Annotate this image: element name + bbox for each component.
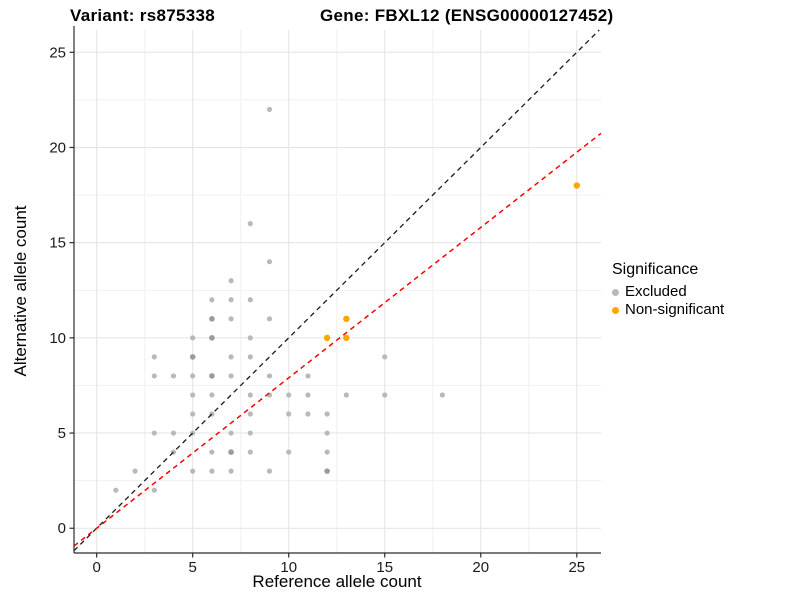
data-point-excluded bbox=[170, 373, 177, 379]
nonsignificant-dot-icon bbox=[612, 306, 619, 314]
data-point-excluded bbox=[247, 449, 253, 455]
data-point-excluded bbox=[382, 392, 388, 398]
data-point-excluded bbox=[247, 430, 253, 436]
x-tick-label: 15 bbox=[376, 559, 393, 576]
gridlines-minor bbox=[74, 30, 601, 553]
data-point-excluded bbox=[247, 297, 253, 303]
data-point-excluded bbox=[266, 316, 273, 322]
y-axis-title: Alternative allele count bbox=[11, 205, 30, 377]
legend-label-excluded: Excluded bbox=[625, 283, 687, 300]
data-point-excluded bbox=[228, 468, 234, 474]
data-point-excluded bbox=[305, 392, 311, 398]
legend-label-nonsignificant: Non-significant bbox=[625, 301, 725, 318]
data-point-excluded bbox=[343, 392, 349, 398]
data-point-excluded bbox=[190, 411, 196, 417]
data-point-non-significant bbox=[343, 315, 350, 323]
x-axis-title: Reference allele count bbox=[252, 572, 422, 591]
gridlines-major bbox=[74, 30, 601, 553]
data-point-excluded bbox=[266, 468, 273, 474]
data-point-excluded-overlapping bbox=[209, 335, 215, 341]
data-point-excluded bbox=[439, 392, 445, 398]
data-point-excluded bbox=[266, 373, 273, 379]
y-tick-label: 0 bbox=[58, 520, 66, 537]
data-point-excluded bbox=[247, 354, 253, 360]
data-point-excluded bbox=[382, 354, 388, 360]
data-point-excluded bbox=[209, 297, 215, 303]
data-point-excluded bbox=[266, 106, 273, 112]
y-tick-label: 5 bbox=[58, 425, 66, 442]
data-point-excluded bbox=[228, 430, 234, 436]
gene-title: Gene: FBXL12 (ENSG00000127452) bbox=[320, 6, 614, 25]
data-point-excluded bbox=[209, 449, 215, 455]
data-point-excluded bbox=[247, 221, 253, 227]
data-point-excluded bbox=[305, 411, 311, 417]
data-point-excluded bbox=[286, 392, 292, 398]
y-tick-label: 10 bbox=[49, 330, 66, 347]
data-point-excluded bbox=[209, 468, 215, 474]
legend-item-nonsignificant: Non-significant bbox=[612, 302, 724, 318]
legend-item-excluded: Excluded bbox=[612, 284, 724, 300]
data-point-excluded bbox=[286, 411, 292, 417]
data-point-excluded bbox=[151, 373, 157, 379]
y-tick-label: 20 bbox=[49, 139, 66, 156]
data-point-excluded-overlapping bbox=[228, 449, 234, 455]
data-point-excluded bbox=[190, 373, 196, 379]
data-point-excluded-overlapping bbox=[209, 316, 215, 322]
data-point-excluded-overlapping bbox=[209, 373, 215, 379]
data-point-excluded bbox=[190, 335, 196, 341]
data-point-excluded bbox=[305, 373, 311, 379]
data-point-excluded bbox=[324, 449, 330, 455]
data-point-excluded bbox=[170, 430, 177, 436]
data-point-excluded bbox=[324, 430, 330, 436]
data-point-excluded bbox=[286, 449, 292, 455]
data-point-excluded bbox=[190, 468, 196, 474]
axis-lines bbox=[73, 26, 601, 554]
y-tick-label: 25 bbox=[49, 44, 66, 61]
data-point-excluded bbox=[266, 259, 273, 265]
data-point-excluded bbox=[247, 392, 253, 398]
x-tick-label: 10 bbox=[280, 559, 297, 576]
data-point-excluded bbox=[228, 297, 234, 303]
y-tick-label: 15 bbox=[49, 235, 66, 252]
data-point-non-significant bbox=[323, 334, 331, 342]
data-points bbox=[113, 106, 581, 493]
tick-labels: 0 5 10 15 20 25 0 5 10 15 20 25 bbox=[49, 44, 585, 576]
identity-line bbox=[73, 29, 600, 552]
data-point-excluded-overlapping bbox=[189, 354, 196, 360]
data-point-excluded bbox=[209, 392, 215, 398]
fit-line bbox=[73, 132, 602, 547]
data-point-non-significant bbox=[343, 334, 350, 342]
data-point-excluded bbox=[228, 278, 234, 284]
data-point-excluded bbox=[151, 487, 157, 493]
variant-title: Variant: rs875338 bbox=[70, 6, 215, 25]
x-tick-label: 0 bbox=[92, 559, 100, 576]
data-point-excluded bbox=[324, 411, 330, 417]
data-point-excluded bbox=[228, 354, 234, 360]
data-point-non-significant bbox=[573, 182, 581, 189]
data-point-excluded bbox=[247, 411, 253, 417]
x-tick-label: 5 bbox=[189, 559, 197, 576]
axis-ticks bbox=[69, 51, 578, 558]
x-tick-label: 20 bbox=[472, 559, 489, 576]
data-point-excluded bbox=[247, 335, 253, 341]
data-point-excluded bbox=[151, 430, 157, 436]
data-point-excluded-overlapping bbox=[324, 468, 330, 474]
excluded-dot-icon bbox=[612, 288, 619, 296]
legend: Significance Excluded Non-significant bbox=[612, 261, 724, 320]
x-tick-label: 25 bbox=[568, 559, 585, 576]
data-point-excluded bbox=[132, 468, 138, 474]
data-point-excluded bbox=[151, 354, 157, 360]
legend-title: Significance bbox=[612, 261, 699, 278]
data-point-excluded bbox=[113, 487, 119, 493]
data-point-excluded bbox=[190, 392, 196, 398]
data-point-excluded bbox=[228, 316, 234, 322]
reference-lines bbox=[73, 29, 602, 552]
data-point-excluded bbox=[228, 373, 234, 379]
